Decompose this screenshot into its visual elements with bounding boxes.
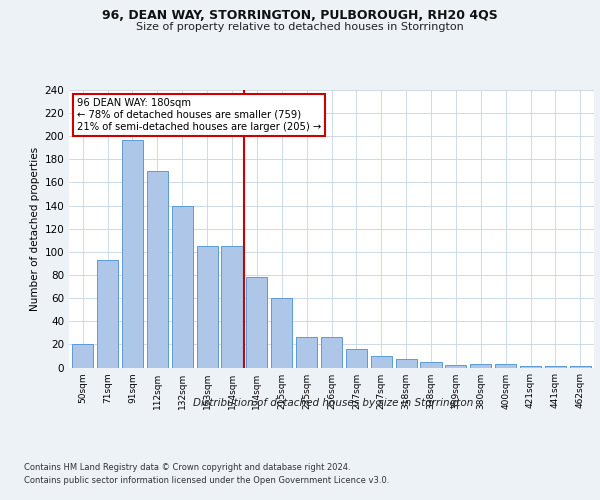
Bar (445, 365, 466, 368)
Bar (97, 260, 118, 368)
Bar (197, 246, 218, 368)
Text: Contains public sector information licensed under the Open Government Licence v3: Contains public sector information licen… (24, 476, 389, 485)
Bar (246, 278, 268, 368)
Y-axis label: Number of detached properties: Number of detached properties (30, 146, 40, 311)
Bar (495, 364, 516, 368)
Bar (221, 246, 242, 368)
Bar (395, 360, 417, 368)
Bar (346, 349, 367, 368)
Bar (122, 140, 143, 368)
Bar (470, 364, 491, 368)
Bar (271, 298, 292, 368)
Text: 96 DEAN WAY: 180sqm
← 78% of detached houses are smaller (759)
21% of semi-detac: 96 DEAN WAY: 180sqm ← 78% of detached ho… (77, 98, 321, 132)
Bar (570, 366, 591, 368)
Bar (421, 362, 442, 368)
Text: Distribution of detached houses by size in Storrington: Distribution of detached houses by size … (193, 398, 473, 407)
Text: Contains HM Land Registry data © Crown copyright and database right 2024.: Contains HM Land Registry data © Crown c… (24, 462, 350, 471)
Bar (72, 344, 93, 368)
Bar (147, 171, 168, 368)
Bar (321, 338, 342, 368)
Bar (520, 366, 541, 368)
Bar (371, 356, 392, 368)
Bar (545, 366, 566, 368)
Bar (296, 338, 317, 368)
Text: Size of property relative to detached houses in Storrington: Size of property relative to detached ho… (136, 22, 464, 32)
Bar (172, 206, 193, 368)
Text: 96, DEAN WAY, STORRINGTON, PULBOROUGH, RH20 4QS: 96, DEAN WAY, STORRINGTON, PULBOROUGH, R… (102, 9, 498, 22)
